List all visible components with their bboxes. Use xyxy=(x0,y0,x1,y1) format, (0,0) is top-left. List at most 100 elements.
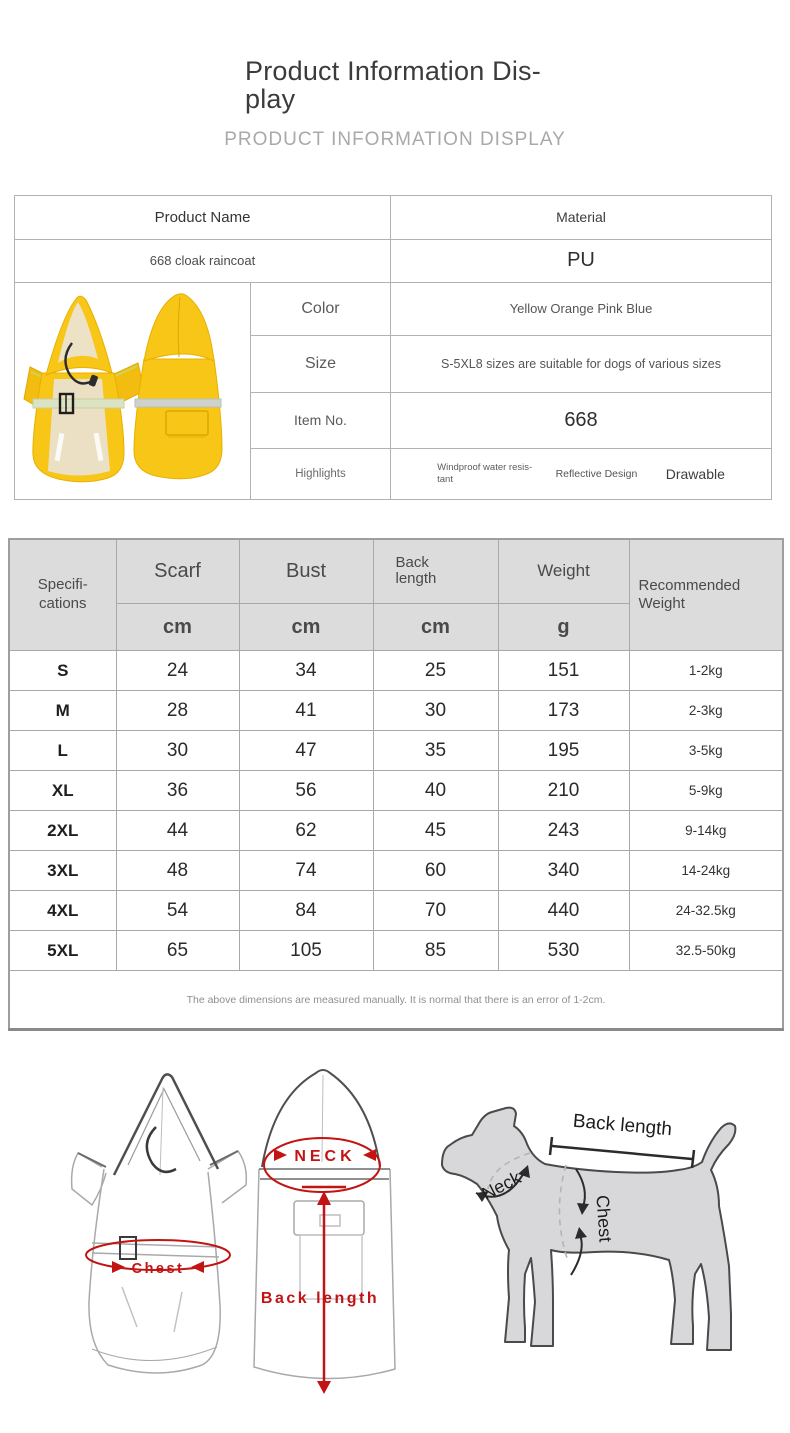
rec-cell: 5-9kg xyxy=(628,770,784,812)
size-cell: S xyxy=(8,650,117,692)
scarf-cell: 44 xyxy=(115,810,240,852)
weight-cell: 340 xyxy=(497,850,630,892)
measurement-diagrams: Chest NECK Back length xyxy=(0,1031,790,1433)
unit-weight: g xyxy=(497,603,630,652)
table-row-2xl: 2XL 44 62 45 243 9-14kg xyxy=(8,810,784,852)
dog-chest-label: Chest xyxy=(592,1195,615,1243)
rec-cell: 1-2kg xyxy=(628,650,784,692)
dog-silhouette xyxy=(441,1106,737,1352)
table-row-s: S 24 34 25 151 1-2kg xyxy=(8,650,784,692)
arrowhead-icon xyxy=(476,1191,489,1203)
product-photo xyxy=(22,292,223,482)
buckle-sketch xyxy=(119,1236,137,1261)
product-name-header: Product Name xyxy=(14,194,391,240)
col-header-weight: Weight xyxy=(497,538,630,605)
neck-ellipse xyxy=(263,1137,381,1194)
scarf-cell: 28 xyxy=(115,690,240,732)
rec-cell: 3-5kg xyxy=(628,730,784,772)
back-cell: 40 xyxy=(372,770,499,812)
rec-cell: 9-14kg xyxy=(628,810,784,852)
arrowhead-icon xyxy=(363,1149,376,1162)
material-value: PU xyxy=(390,238,772,283)
rec-cell: 24-32.5kg xyxy=(628,890,784,932)
page-title: Product Information Dis- play xyxy=(245,56,541,114)
page-subtitle: PRODUCT INFORMATION DISPLAY xyxy=(224,128,566,150)
col-header-back-length: Back length xyxy=(372,538,499,605)
highlight-windproof: Windproof water resis-tant xyxy=(437,462,533,485)
size-cell: L xyxy=(8,730,117,772)
weight-cell: 210 xyxy=(497,770,630,812)
arrowhead-up-icon xyxy=(317,1191,331,1206)
size-chart-table: Specifi- cations Scarf Bust Back length … xyxy=(8,537,784,1032)
arrowhead-down-icon xyxy=(317,1381,331,1395)
product-name-value: 668 cloak raincoat xyxy=(14,238,391,283)
raincoat-front-view xyxy=(22,295,145,482)
size-label: Size xyxy=(250,334,391,393)
table-row-m: M 28 41 30 173 2-3kg xyxy=(8,690,784,732)
girth-guides xyxy=(487,1152,569,1262)
bust-cell: 84 xyxy=(238,890,374,932)
color-label: Color xyxy=(250,281,391,336)
raincoat-measure-sketch: Chest NECK Back length xyxy=(70,1069,396,1395)
bust-cell: 47 xyxy=(238,730,374,772)
highlight-drawable: Drawable xyxy=(665,465,725,482)
back-cell: 60 xyxy=(372,850,499,892)
product-info-table: Product Name Material 668 cloak raincoat… xyxy=(14,194,772,500)
back-cell: 35 xyxy=(372,730,499,772)
table-row-5xl: 5XL 65 105 85 530 32.5-50kg xyxy=(8,930,784,972)
drawstring-sketch xyxy=(145,1126,177,1174)
back-cell: 85 xyxy=(372,930,499,972)
size-cell: 2XL xyxy=(8,810,117,852)
product-photo-cell xyxy=(14,281,251,500)
coat-sketch-front-view xyxy=(253,1069,396,1380)
dog-annotations xyxy=(475,1136,696,1276)
bust-cell: 62 xyxy=(238,810,374,852)
size-value: S-5XL8 sizes are suitable for dogs of va… xyxy=(390,334,772,393)
table-row-4xl: 4XL 54 84 70 440 24-32.5kg xyxy=(8,890,784,932)
scarf-cell: 24 xyxy=(115,650,240,692)
item-no-label: Item No. xyxy=(250,391,391,449)
coat-chest-label: Chest xyxy=(132,1261,185,1277)
coat-neck-label: NECK xyxy=(294,1148,355,1165)
bust-cell: 105 xyxy=(238,930,374,972)
table-row-xl: XL 36 56 40 210 5-9kg xyxy=(8,770,784,812)
coat-annotations: Chest NECK Back length xyxy=(85,1137,381,1395)
scarf-cell: 30 xyxy=(115,730,240,772)
col-header-recommended-weight: Recommended Weight xyxy=(628,538,784,652)
bust-cell: 34 xyxy=(238,650,374,692)
chest-ellipse xyxy=(85,1239,231,1272)
item-no-value: 668 xyxy=(390,391,772,449)
size-cell: XL xyxy=(8,770,117,812)
arrowhead-icon xyxy=(575,1227,587,1240)
scarf-cell: 48 xyxy=(115,850,240,892)
scarf-cell: 65 xyxy=(115,930,240,972)
size-cell: 4XL xyxy=(8,890,117,932)
weight-cell: 530 xyxy=(497,930,630,972)
table-row-3xl: 3XL 48 74 60 340 14-24kg xyxy=(8,850,784,892)
col-header-specifications: Specifi- cations xyxy=(8,538,117,652)
back-cell: 70 xyxy=(372,890,499,932)
arrowhead-icon xyxy=(577,1203,589,1216)
raincoat-back-view xyxy=(132,292,223,479)
unit-scarf: cm xyxy=(115,603,240,652)
back-cell: 25 xyxy=(372,650,499,692)
table-row-l: L 30 47 35 195 3-5kg xyxy=(8,730,784,772)
back-cell: 30 xyxy=(372,690,499,732)
arrowhead-icon xyxy=(518,1165,530,1179)
bust-cell: 41 xyxy=(238,690,374,732)
pocket-flap xyxy=(164,409,209,436)
scarf-cell: 54 xyxy=(115,890,240,932)
highlights-value: Windproof water resis-tant Reflective De… xyxy=(390,447,772,500)
rec-cell: 2-3kg xyxy=(628,690,784,732)
bust-cell: 74 xyxy=(238,850,374,892)
weight-cell: 195 xyxy=(497,730,630,772)
scarf-cell: 36 xyxy=(115,770,240,812)
size-cell: 5XL xyxy=(8,930,117,972)
unit-bust: cm xyxy=(238,603,374,652)
material-header: Material xyxy=(390,194,772,240)
page-header: Product Information Dis- play PRODUCT IN… xyxy=(0,0,790,151)
col-header-bust: Bust xyxy=(238,538,374,605)
size-cell: 3XL xyxy=(8,850,117,892)
bust-cell: 56 xyxy=(238,770,374,812)
drawstring xyxy=(63,341,93,385)
